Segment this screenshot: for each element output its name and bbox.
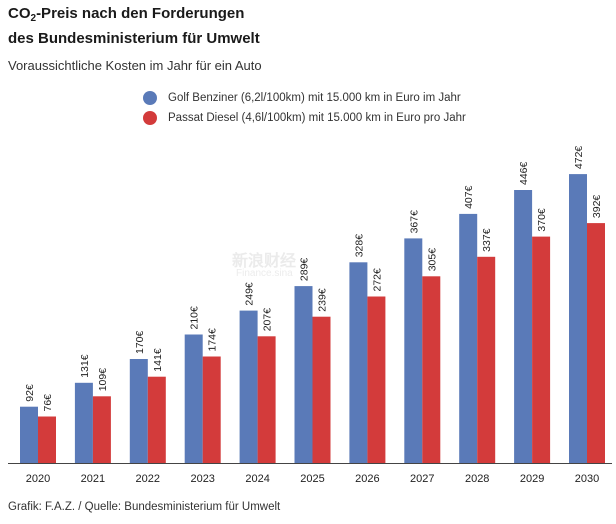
value-label-diesel-2021: 109€ <box>97 368 109 392</box>
bar-diesel-2023 <box>202 356 221 463</box>
x-tick-label-2021: 2021 <box>81 473 105 485</box>
value-label-benzin-2021: 131€ <box>79 354 91 378</box>
legend-item-benzin: Golf Benziner (6,2l/100km) mit 15.000 km… <box>143 88 466 108</box>
value-label-diesel-2028: 337€ <box>481 228 493 252</box>
value-label-diesel-2027: 305€ <box>426 248 438 272</box>
bar-diesel-2027 <box>422 276 441 463</box>
value-label-benzin-2024: 249€ <box>244 282 256 306</box>
bar-benzin-2027 <box>404 238 423 463</box>
bar-diesel-2020 <box>38 416 56 463</box>
value-label-benzin-2020: 92€ <box>24 384 36 402</box>
x-tick-label-2027: 2027 <box>410 473 434 485</box>
x-tick-label-2020: 2020 <box>26 473 50 485</box>
value-label-benzin-2027: 367€ <box>408 210 420 234</box>
value-label-diesel-2030: 392€ <box>591 195 603 219</box>
chart-subtitle: Voraussichtliche Kosten im Jahr für ein … <box>8 58 262 73</box>
watermark: 新浪财经 <box>232 253 297 270</box>
bar-diesel-2021 <box>92 396 111 463</box>
bar-benzin-2024 <box>239 310 258 463</box>
bar-diesel-2029 <box>532 236 551 463</box>
legend-label-diesel: Passat Diesel (4,6l/100km) mit 15.000 km… <box>168 112 466 124</box>
value-label-diesel-2025: 239€ <box>317 288 329 312</box>
value-label-diesel-2026: 272€ <box>371 268 383 292</box>
source-credit: Grafik: F.A.Z. / Quelle: Bundesministeri… <box>8 501 281 513</box>
bar-benzin-2028 <box>459 213 478 463</box>
value-label-benzin-2023: 210€ <box>189 306 201 330</box>
x-tick-label-2029: 2029 <box>520 473 544 485</box>
chart-title-line2: des Bundesministerium für Umwelt <box>8 30 260 47</box>
bar-diesel-2025 <box>312 316 331 463</box>
value-label-diesel-2024: 207€ <box>262 308 274 332</box>
value-label-benzin-2022: 170€ <box>134 330 146 354</box>
value-label-diesel-2029: 370€ <box>536 208 548 232</box>
bar-benzin-2025 <box>294 286 313 463</box>
x-tick-label-2025: 2025 <box>300 473 324 485</box>
bar-benzin-2022 <box>129 359 148 463</box>
watermark-subtext: Finance.sina <box>236 268 293 279</box>
chart-title: CO2-Preis nach den Forderungen des Bunde… <box>8 4 260 49</box>
legend-dot-benzin <box>143 91 157 105</box>
x-tick-label-2024: 2024 <box>245 473 269 485</box>
bar-benzin-2023 <box>184 334 203 463</box>
x-tick-label-2022: 2022 <box>136 473 160 485</box>
chart-title-line1: CO2-Preis nach den Forderungen <box>8 5 245 24</box>
bar-diesel-2026 <box>367 296 386 463</box>
bar-benzin-2020 <box>20 406 38 463</box>
bar-diesel-2028 <box>477 256 496 463</box>
x-tick-label-2030: 2030 <box>575 473 599 485</box>
value-label-diesel-2022: 141€ <box>152 348 164 372</box>
value-label-benzin-2026: 328€ <box>353 234 365 258</box>
value-label-benzin-2028: 407€ <box>463 185 475 209</box>
bar-benzin-2021 <box>74 382 93 463</box>
bar-benzin-2026 <box>349 262 368 463</box>
bar-diesel-2030 <box>587 223 605 463</box>
value-label-diesel-2023: 174€ <box>207 328 219 352</box>
legend: Golf Benziner (6,2l/100km) mit 15.000 km… <box>143 88 466 128</box>
x-tick-label-2023: 2023 <box>190 473 214 485</box>
bar-benzin-2030 <box>569 174 587 463</box>
legend-label-benzin: Golf Benziner (6,2l/100km) mit 15.000 km… <box>168 92 461 104</box>
value-label-diesel-2020: 76€ <box>42 394 54 412</box>
bar-diesel-2024 <box>257 336 276 463</box>
x-tick-label-2028: 2028 <box>465 473 489 485</box>
value-label-benzin-2030: 472€ <box>573 146 585 170</box>
bar-benzin-2029 <box>514 190 533 463</box>
legend-item-diesel: Passat Diesel (4,6l/100km) mit 15.000 km… <box>143 108 466 128</box>
value-label-benzin-2029: 446€ <box>518 161 530 185</box>
bar-diesel-2022 <box>147 376 166 463</box>
legend-dot-diesel <box>143 111 157 125</box>
value-label-benzin-2025: 289€ <box>299 258 311 282</box>
x-tick-label-2026: 2026 <box>355 473 379 485</box>
